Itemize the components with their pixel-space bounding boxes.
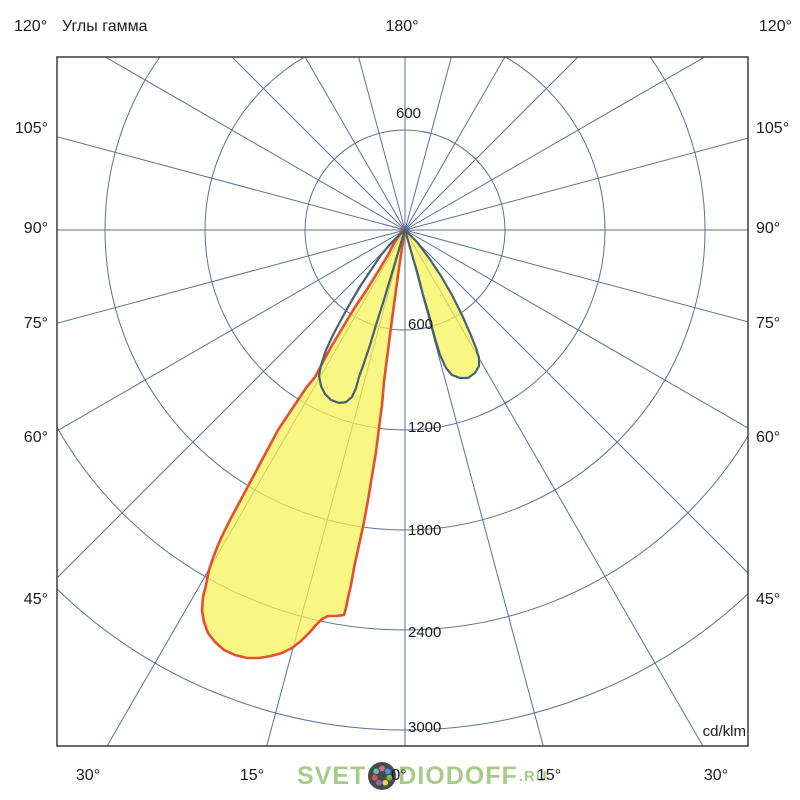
grid-ray-75 xyxy=(404,229,748,323)
radial-value-label: 600 xyxy=(396,105,421,122)
grid-ray-165 xyxy=(404,57,452,231)
angle-label-right: 75° xyxy=(756,315,780,332)
angle-label-bottom: 15° xyxy=(537,767,561,784)
grid-ray-120 xyxy=(404,57,706,231)
watermark-logo-dot xyxy=(385,768,392,775)
corner-angle-label: 120° xyxy=(759,18,792,35)
grid-ray-60 xyxy=(404,229,748,429)
angle-label-bottom: 15° xyxy=(240,767,264,784)
diagram-title: Углы гамма xyxy=(62,18,148,35)
watermark-text-diodoff: DIODOFF xyxy=(398,762,518,790)
grid-ray-255 xyxy=(57,136,406,231)
angle-label-right: 60° xyxy=(756,429,780,446)
watermark-logo-dot xyxy=(372,774,378,781)
angle-label-left: 45° xyxy=(24,591,48,608)
angle-label-bottom: 30° xyxy=(704,767,728,784)
watermark-logo-dot xyxy=(376,779,382,786)
watermark-logo-dot xyxy=(382,779,389,786)
angle-label-right: 45° xyxy=(756,591,780,608)
grid-ray-150 xyxy=(404,57,506,231)
radial-value-label: 3000 xyxy=(408,719,441,736)
watermark-logo-icon xyxy=(368,762,397,790)
grid-ray-285 xyxy=(57,229,406,324)
grid-ray-210 xyxy=(304,57,406,231)
watermark-logo-dot xyxy=(379,765,386,772)
angle-label-left: 105° xyxy=(15,120,48,137)
grid-ray-315 xyxy=(57,229,406,579)
curve-secondary-left xyxy=(317,228,407,405)
watermark-logo-dot xyxy=(386,774,393,781)
units-label: cd/klm xyxy=(703,723,746,740)
angle-label-left: 75° xyxy=(24,315,48,332)
intensity-curves xyxy=(200,228,481,660)
grid-ray-240 xyxy=(104,57,406,231)
watermark: SVET DIODOFF .RU xyxy=(297,761,548,791)
corner-angle-label: 120° xyxy=(14,18,47,35)
plot-frame xyxy=(56,56,749,747)
angle-label-right: 90° xyxy=(756,220,780,237)
watermark-text-svet: SVET xyxy=(297,762,367,790)
radial-value-label: 1800 xyxy=(408,522,441,539)
grid-ray-300 xyxy=(57,229,406,432)
curve-main-beam xyxy=(200,228,407,660)
angle-label-right: 105° xyxy=(756,120,789,137)
grid-ray-225 xyxy=(231,57,406,231)
radial-value-label: 1200 xyxy=(408,419,441,436)
grid-ray-45 xyxy=(404,229,748,574)
corner-angle-label: 180° xyxy=(385,18,418,35)
angle-label-left: 60° xyxy=(24,429,48,446)
angle-label-bottom: 0° xyxy=(391,767,406,784)
radial-value-label: 600 xyxy=(408,316,433,333)
watermark-text-ru: .RU xyxy=(518,767,548,785)
grid-ray-195 xyxy=(358,57,406,231)
curve-secondary-right xyxy=(403,228,481,380)
angle-label-bottom: 30° xyxy=(76,767,100,784)
grid-ray-105 xyxy=(404,137,748,231)
watermark-logo-dot xyxy=(373,768,380,775)
grid-circle-2400 xyxy=(57,426,748,631)
angle-label-left: 90° xyxy=(24,220,48,237)
radial-value-label: 2400 xyxy=(408,624,441,641)
grid-ray-135 xyxy=(404,57,579,231)
